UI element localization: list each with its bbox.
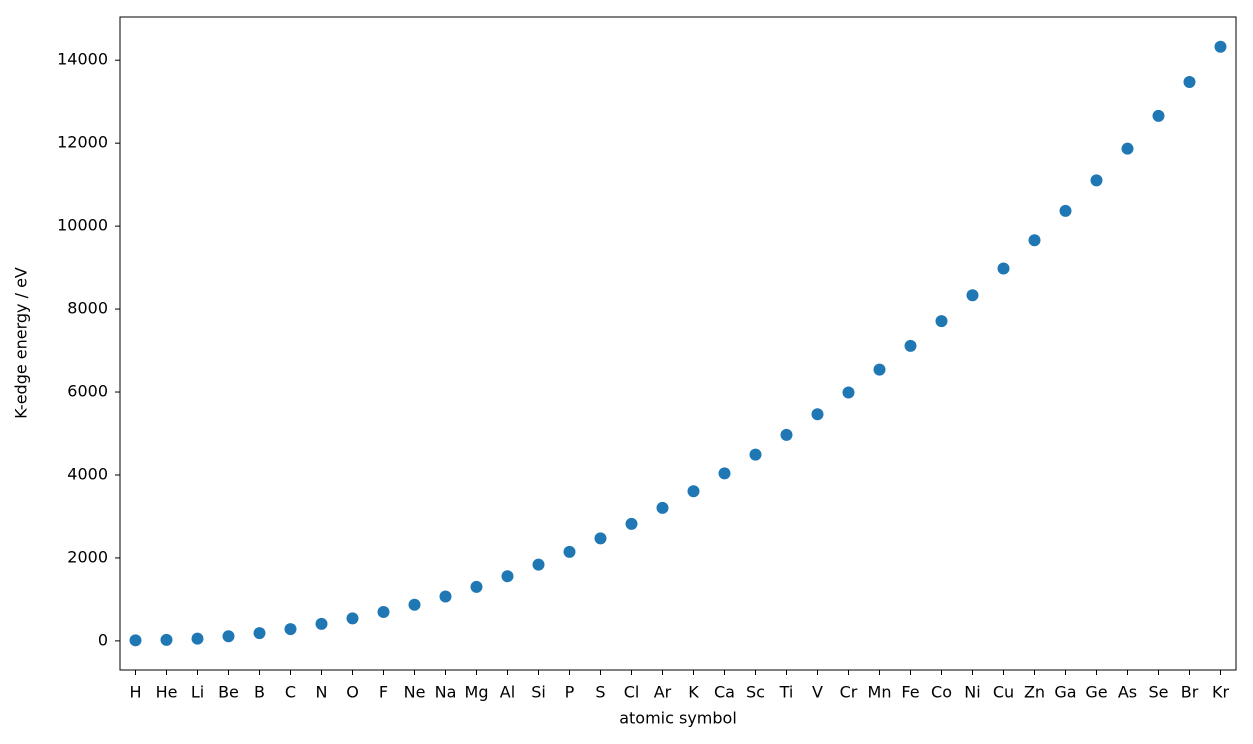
y-tick-label: 6000 [67, 382, 108, 401]
x-tick-label: Na [435, 683, 457, 702]
x-tick-label: Li [191, 683, 204, 702]
point [439, 590, 452, 603]
point [1183, 76, 1196, 89]
point [160, 633, 173, 646]
point [470, 580, 483, 593]
x-tick-label: S [595, 683, 605, 702]
point [656, 501, 669, 514]
x-tick-label: N [316, 683, 328, 702]
point [904, 339, 917, 352]
x-tick-label: Fe [901, 683, 919, 702]
point [966, 289, 979, 302]
x-tick-label: He [156, 683, 178, 702]
point [284, 623, 297, 636]
point [222, 630, 235, 643]
x-tick-label: Co [931, 683, 952, 702]
x-tick-label: P [565, 683, 575, 702]
point [780, 428, 793, 441]
point [1214, 40, 1227, 53]
x-tick-label: Kr [1212, 683, 1229, 702]
point [997, 262, 1010, 275]
x-tick-label: Ar [654, 683, 672, 702]
y-tick-label: 14000 [57, 50, 108, 69]
point [315, 617, 328, 630]
x-tick-label: Ne [404, 683, 426, 702]
point [129, 634, 142, 647]
x-tick-label: Be [218, 683, 239, 702]
point [842, 386, 855, 399]
point [1152, 109, 1165, 122]
point [625, 517, 638, 530]
point [687, 485, 700, 498]
x-tick-label: Si [531, 683, 546, 702]
plot-frame [119, 16, 1237, 671]
x-tick-label: Se [1149, 683, 1169, 702]
y-tick-label: 0 [98, 630, 108, 649]
x-tick-label: Mg [465, 683, 489, 702]
x-tick-label: Ge [1085, 683, 1107, 702]
point [1028, 234, 1041, 247]
y-axis-label: K-edge energy / eV [12, 267, 31, 419]
x-tick-label: H [129, 683, 141, 702]
x-tick-label: V [812, 683, 823, 702]
x-tick-label: Br [1181, 683, 1199, 702]
x-tick-label: Sc [746, 683, 765, 702]
x-tick-label: Zn [1024, 683, 1045, 702]
point [408, 598, 421, 611]
point [501, 570, 514, 583]
point [563, 545, 576, 558]
x-tick-label: Cl [624, 683, 640, 702]
y-tick-label: 4000 [67, 464, 108, 483]
y-tick-label: 2000 [67, 547, 108, 566]
point [253, 627, 266, 640]
y-tick-label: 10000 [57, 216, 108, 235]
x-tick-label: Mn [868, 683, 892, 702]
point [1121, 142, 1134, 155]
point [749, 448, 762, 461]
x-tick-label: Al [500, 683, 515, 702]
point [811, 408, 824, 421]
x-tick-label: Ca [714, 683, 735, 702]
point [191, 632, 204, 645]
x-tick-label: Ni [964, 683, 980, 702]
x-tick-label: As [1118, 683, 1137, 702]
point [532, 558, 545, 571]
x-axis-label: atomic symbol [619, 709, 737, 728]
point [1059, 204, 1072, 217]
point [1090, 174, 1103, 187]
x-tick-label: B [254, 683, 265, 702]
y-tick-label: 12000 [57, 133, 108, 152]
x-tick-label: K [688, 683, 699, 702]
x-tick-label: Cr [840, 683, 858, 702]
x-tick-label: C [285, 683, 296, 702]
point [377, 605, 390, 618]
point [594, 532, 607, 545]
point [346, 612, 359, 625]
x-tick-label: Ti [779, 683, 794, 702]
x-tick-label: Cu [993, 683, 1014, 702]
point [935, 315, 948, 328]
point [873, 363, 886, 376]
point [718, 467, 731, 480]
y-tick-label: 8000 [67, 299, 108, 318]
x-tick-label: F [379, 683, 388, 702]
x-tick-label: O [346, 683, 359, 702]
x-tick-label: Ga [1054, 683, 1076, 702]
